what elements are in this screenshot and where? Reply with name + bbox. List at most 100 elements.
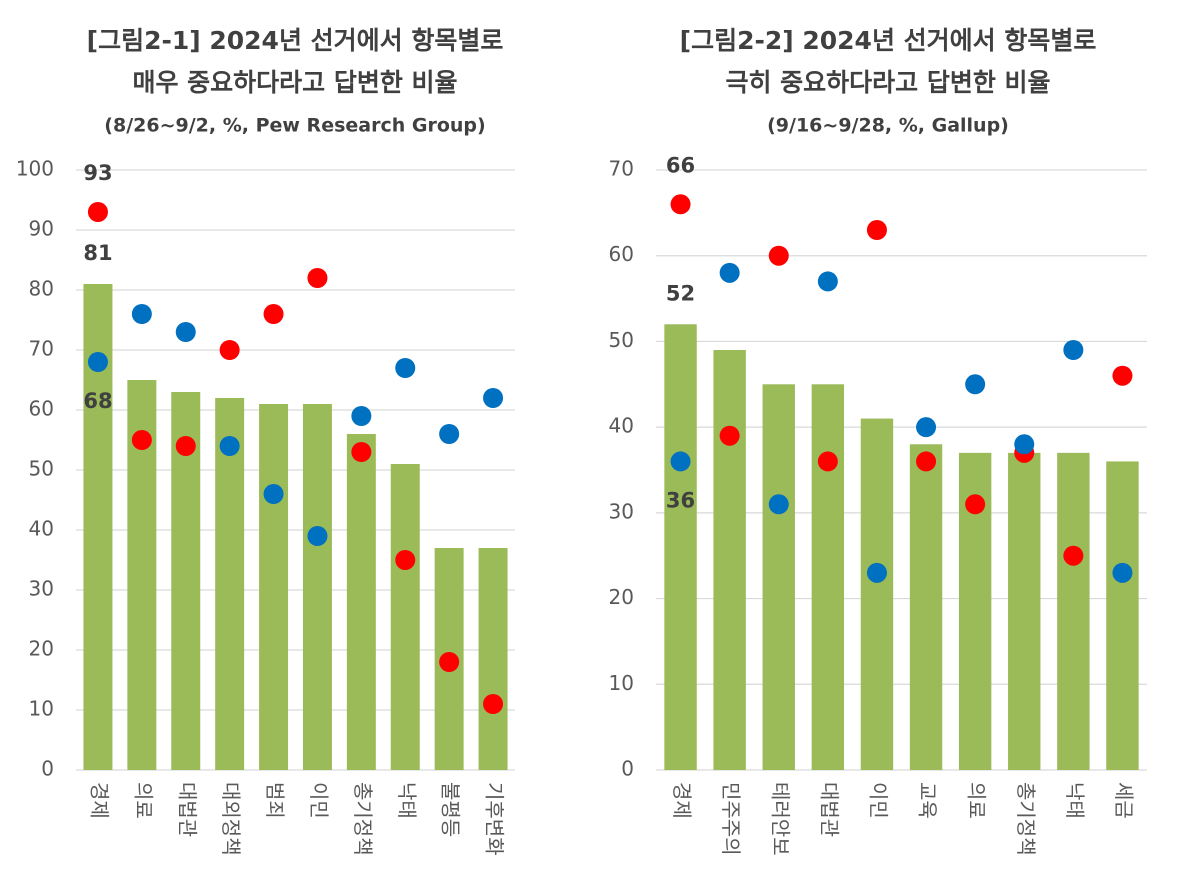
y-tick-label: 20: [29, 637, 54, 661]
dot: [131, 304, 152, 324]
y-tick-label: 10: [29, 697, 54, 721]
dot: [483, 694, 504, 714]
x-tick-label: 교육: [916, 782, 940, 819]
dot: [719, 262, 740, 283]
y-tick-label: 40: [29, 517, 54, 541]
y-tick-label: 0: [621, 757, 634, 781]
y-tick-label: 50: [609, 328, 634, 352]
y-tick-label: 0: [41, 757, 54, 781]
chart-subtitle: (8/26~9/2, %, Pew Research Group): [104, 115, 485, 137]
bar: [215, 398, 245, 770]
x-tick-label: 기후변화: [483, 782, 507, 856]
y-tick-label: 10: [609, 671, 634, 695]
dot: [439, 652, 460, 672]
x-tick-label: 총기정책: [1014, 782, 1038, 856]
x-tick-label: 불평등: [439, 782, 463, 837]
dot: [965, 374, 986, 395]
dot: [351, 406, 372, 426]
bar: [1008, 452, 1041, 770]
data-label: 66: [666, 153, 695, 177]
chart-title: [그림2-1] 2024년 선거에서 항목별로: [87, 26, 504, 55]
bar: [664, 324, 697, 770]
dot: [1063, 340, 1084, 360]
bar: [1106, 461, 1139, 770]
dot: [263, 484, 284, 504]
bar: [259, 404, 289, 770]
dot: [670, 194, 691, 215]
bar: [860, 418, 894, 770]
x-tick-label: 세금: [1112, 782, 1136, 819]
dot: [175, 436, 196, 456]
bar: [302, 404, 332, 770]
dot: [439, 424, 460, 444]
dot: [817, 271, 838, 292]
data-label: 36: [666, 488, 695, 512]
x-tick-label: 이민: [866, 782, 890, 819]
y-tick-label: 70: [609, 157, 634, 181]
dot: [131, 430, 152, 450]
x-tick-label: 의료: [965, 782, 989, 819]
bar: [346, 434, 376, 770]
dot: [768, 245, 789, 266]
bar: [390, 464, 420, 770]
y-tick-label: 50: [29, 457, 54, 481]
dot: [670, 451, 691, 472]
x-tick-label: 의료: [131, 782, 155, 819]
bar: [478, 548, 508, 770]
dot: [817, 451, 838, 472]
dot: [483, 388, 504, 408]
y-tick-label: 30: [29, 577, 54, 601]
x-tick-label: 민주주의: [719, 782, 743, 856]
chart-subtitle: (9/16~9/28, %, Gallup): [767, 115, 1009, 137]
dot: [965, 494, 986, 515]
dot: [395, 358, 416, 378]
dot: [768, 494, 789, 515]
x-tick-label: 총기정책: [351, 782, 375, 856]
dot: [916, 417, 937, 438]
x-tick-label: 경제: [87, 782, 111, 819]
dot: [719, 425, 740, 446]
y-tick-label: 20: [609, 585, 634, 609]
dot: [219, 436, 240, 456]
x-tick-label: 경제: [670, 782, 694, 819]
x-tick-label: 대법관: [817, 782, 841, 837]
bar: [762, 384, 795, 770]
dot: [1063, 545, 1084, 566]
x-tick-label: 대법관: [175, 782, 199, 837]
data-label: 81: [83, 241, 112, 265]
dot: [87, 202, 108, 222]
y-tick-label: 30: [609, 499, 634, 523]
dot: [307, 526, 328, 546]
dot: [866, 562, 887, 583]
dot: [351, 442, 372, 462]
dot: [1014, 434, 1035, 455]
y-tick-label: 70: [29, 337, 54, 361]
data-label: 68: [83, 389, 112, 413]
dot: [916, 451, 937, 472]
y-tick-label: 40: [609, 414, 634, 438]
bar: [713, 350, 746, 770]
x-tick-label: 낙태: [395, 782, 419, 819]
chart-title: [그림2-2] 2024년 선거에서 항목별로: [680, 26, 1097, 55]
dot: [307, 268, 328, 288]
dot: [395, 550, 416, 570]
dot: [1112, 562, 1133, 583]
bar: [1057, 452, 1090, 770]
y-tick-label: 80: [29, 277, 54, 301]
dot: [175, 322, 196, 342]
y-tick-label: 90: [29, 217, 54, 241]
data-label: 52: [666, 281, 695, 305]
dot: [263, 304, 284, 324]
bar: [909, 444, 943, 770]
dot: [866, 220, 887, 240]
x-tick-label: 이민: [307, 782, 331, 819]
x-tick-label: 대외정책: [219, 782, 243, 856]
dot: [219, 340, 240, 360]
chart-title: 매우 중요하다라고 답변한 비율: [132, 68, 457, 97]
y-tick-label: 60: [609, 242, 634, 266]
x-tick-label: 테러안보: [768, 782, 792, 856]
dot: [87, 352, 108, 372]
bar: [811, 384, 845, 770]
x-tick-label: 범죄: [263, 782, 287, 819]
